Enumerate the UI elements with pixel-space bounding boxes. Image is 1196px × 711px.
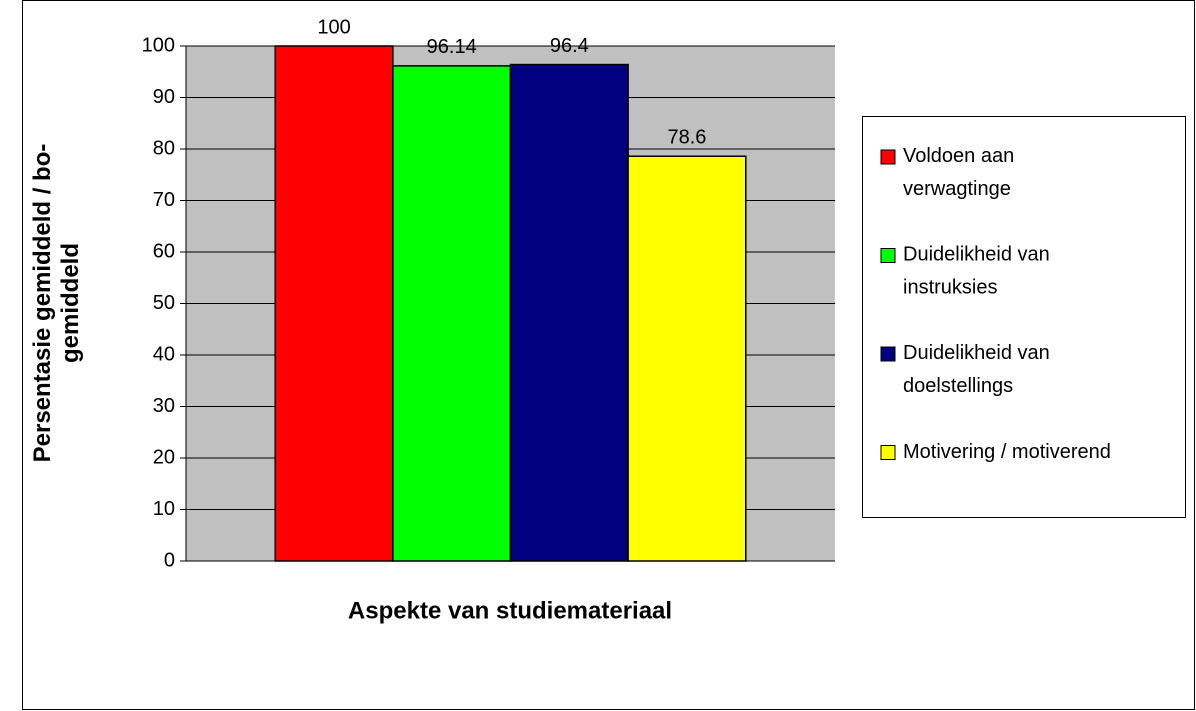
value-label: 96.14: [427, 36, 477, 58]
y-axis-title-line: Persentasie gemiddeld / bo-: [29, 144, 56, 463]
legend-label: Voldoen aan verwagtinge: [903, 145, 1014, 200]
legend-swatch: [880, 149, 896, 165]
y-axis-title-line: gemiddeld: [57, 243, 84, 363]
legend-swatch: [880, 346, 896, 362]
legend-swatch: [880, 248, 896, 263]
y-axis-title: Persentasie gemiddeld / bo-gemiddeld: [29, 144, 84, 463]
y-tick-label: 60: [153, 240, 175, 262]
value-label: 100: [317, 16, 350, 38]
legend-label: Duidelikheid van instruksies: [903, 244, 1050, 299]
y-tick-label: 30: [153, 395, 175, 417]
y-tick-label: 100: [142, 34, 175, 56]
bar: [392, 65, 512, 562]
y-tick-label: 70: [153, 189, 175, 211]
y-tick-label: 0: [164, 549, 175, 571]
y-tick-label: 50: [153, 292, 175, 314]
legend-frame: [862, 116, 1186, 518]
bar: [627, 155, 747, 562]
y-tick-label: 20: [153, 446, 175, 468]
y-tick-label: 40: [153, 343, 175, 365]
y-tick-label: 10: [153, 498, 175, 520]
bar: [274, 45, 394, 562]
value-label: 96.4: [550, 35, 589, 57]
legend-swatch: [880, 445, 896, 460]
legend-label: Duidelikheid van doelstellings: [903, 342, 1050, 397]
value-label: 78.6: [667, 126, 706, 148]
y-tick-label: 80: [153, 137, 175, 159]
x-axis-title: Aspekte van studiemateriaal: [348, 597, 672, 624]
legend-label: Motivering / motiverend: [903, 441, 1111, 463]
bar: [509, 63, 629, 562]
y-tick-label: 90: [153, 86, 175, 108]
